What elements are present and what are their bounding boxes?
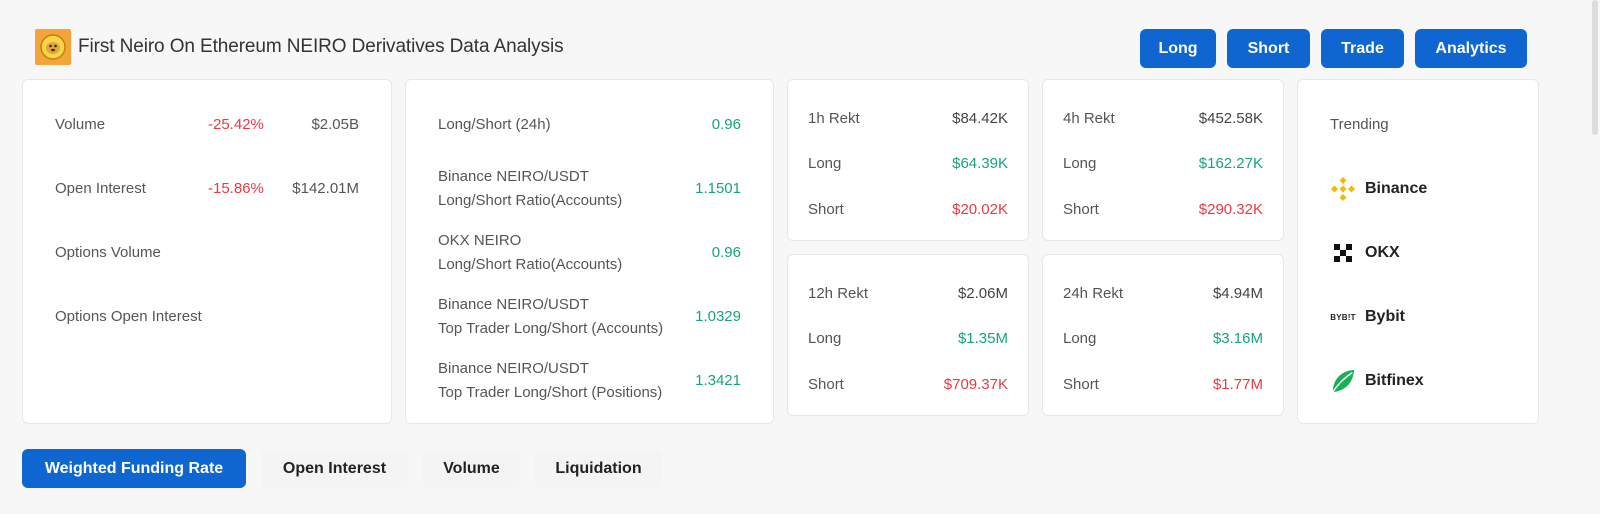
rekt-1h-total-row: 1h Rekt $84.42K [808,110,1008,127]
ratio-sub-binance-top-accounts: Top Trader Long/Short (Accounts) [438,320,664,337]
volume-change: -25.42% [208,116,264,133]
volume-row: Volume [55,116,105,133]
ratio-value-24h: 0.96 [711,116,741,133]
rekt-1h-short-label: Short [808,201,844,218]
options-open-interest-row: Options Open Interest [55,308,202,325]
binance-icon [1330,176,1356,202]
rekt-1h-short-row: Short $20.02K [808,201,1008,218]
rekt-24h-short-label: Short [1063,376,1099,393]
options-volume-label: Options Volume [55,244,161,261]
trending-exchange-binance[interactable]: Binance [1330,176,1427,202]
trending-exchange-name: Binance [1365,180,1428,197]
rekt-4h-short-row: Short $290.32K [1063,201,1263,218]
open-interest-row: Open Interest [55,180,146,197]
ratio-sub-okx: Long/Short Ratio(Accounts) [438,256,623,273]
open-interest-label: Open Interest [55,180,146,197]
page-title: First Neiro On Ethereum NEIRO Derivative… [78,36,564,57]
rekt-24h-long-row: Long $3.16M [1063,330,1263,347]
rekt-4h-short-value: $290.32K [1198,201,1263,218]
ratio-value-binance-top-accounts: 1.0329 [695,308,741,325]
rekt-12h-title: 12h Rekt [808,285,869,302]
rekt-12h-total-row: 12h Rekt $2.06M [808,285,1008,302]
rekt-card-24h: 24h Rekt $4.94M Long $3.16M Short $1.77M [1042,254,1284,416]
ratio-label-okx: OKX NEIRO [438,232,522,249]
ratio-label-binance-top-positions: Binance NEIRO/USDT [438,360,589,377]
long-short-ratio-card: Long/Short (24h) 0.96 Binance NEIRO/USDT… [405,79,774,424]
rekt-24h-short-row: Short $1.77M [1063,376,1263,393]
rekt-card-1h: 1h Rekt $84.42K Long $64.39K Short $20.0… [787,79,1029,241]
options-volume-row: Options Volume [55,244,161,261]
options-open-interest-label: Options Open Interest [55,308,202,325]
trending-exchange-okx[interactable]: OKX [1330,240,1400,266]
rekt-4h-short-label: Short [1063,201,1099,218]
analytics-button[interactable]: Analytics [1415,29,1527,68]
short-button[interactable]: Short [1227,29,1310,68]
ratio-value-binance-top-positions: 1.3421 [695,372,741,389]
rekt-12h-short-row: Short $709.37K [808,376,1008,393]
tab-liquidation[interactable]: Liquidation [535,449,662,488]
ratio-sub-binance-accounts: Long/Short Ratio(Accounts) [438,192,623,209]
rekt-4h-long-label: Long [1063,155,1097,172]
trending-card: Trending Binance [1297,79,1539,424]
rekt-24h-title: 24h Rekt [1063,285,1124,302]
rekt-1h-title: 1h Rekt [808,110,860,127]
trending-label: Trending [1330,116,1389,133]
chart-tabs: Weighted Funding Rate Open Interest Volu… [22,449,677,488]
rekt-1h-total: $84.42K [952,110,1008,127]
long-button[interactable]: Long [1140,29,1216,68]
overview-card: Volume -25.42% $2.05B Open Interest -15.… [22,79,392,424]
trending-exchange-name: Bitfinex [1365,372,1424,389]
rekt-4h-total: $452.58K [1198,110,1263,127]
rekt-1h-long-row: Long $64.39K [808,155,1008,172]
rekt-24h-total-row: 24h Rekt $4.94M [1063,285,1263,302]
tab-weighted-funding-rate[interactable]: Weighted Funding Rate [22,449,246,488]
rekt-card-4h: 4h Rekt $452.58K Long $162.27K Short $29… [1042,79,1284,241]
neiro-logo-icon [35,29,71,65]
tab-volume[interactable]: Volume [423,449,520,488]
open-interest-change: -15.86% [208,180,264,197]
ratio-sub-binance-top-positions: Top Trader Long/Short (Positions) [438,384,663,401]
rekt-1h-long-value: $64.39K [952,155,1008,172]
rekt-12h-short-value: $709.37K [943,376,1008,393]
bitfinex-icon [1330,368,1356,394]
rekt-4h-long-value: $162.27K [1198,155,1263,172]
rekt-24h-long-label: Long [1063,330,1097,347]
ratio-value-binance-accounts: 1.1501 [695,180,741,197]
rekt-card-12h: 12h Rekt $2.06M Long $1.35M Short $709.3… [787,254,1029,416]
rekt-1h-short-value: $20.02K [952,201,1008,218]
trending-exchange-name: OKX [1365,244,1400,261]
volume-value: $2.05B [311,116,359,133]
ratio-label-24h: Long/Short (24h) [438,116,551,133]
rekt-12h-long-row: Long $1.35M [808,330,1008,347]
trending-exchange-name: Bybit [1365,308,1405,325]
tab-open-interest[interactable]: Open Interest [261,449,408,488]
rekt-12h-long-label: Long [808,330,842,347]
ratio-label-binance-accounts: Binance NEIRO/USDT [438,168,589,185]
rekt-12h-long-value: $1.35M [957,330,1008,347]
rekt-4h-total-row: 4h Rekt $452.58K [1063,110,1263,127]
trending-exchange-bitfinex[interactable]: Bitfinex [1330,368,1424,394]
rekt-12h-total: $2.06M [957,285,1008,302]
open-interest-value: $142.01M [292,180,359,197]
trending-exchange-bybit[interactable]: BYB!T Bybit [1330,304,1405,330]
top-action-bar: Long Short Trade Analytics [1140,29,1538,68]
rekt-4h-title: 4h Rekt [1063,110,1115,127]
ratio-value-okx: 0.96 [711,244,741,261]
trade-button[interactable]: Trade [1321,29,1404,68]
rekt-1h-long-label: Long [808,155,842,172]
page-header: First Neiro On Ethereum NEIRO Derivative… [35,29,564,65]
rekt-12h-short-label: Short [808,376,844,393]
rekt-24h-long-value: $3.16M [1212,330,1263,347]
okx-icon [1330,240,1356,266]
ratio-label-binance-top-accounts: Binance NEIRO/USDT [438,296,589,313]
rekt-24h-total: $4.94M [1212,285,1263,302]
bybit-icon: BYB!T [1330,312,1356,322]
rekt-24h-short-value: $1.77M [1212,376,1263,393]
page-scrollbar[interactable] [1592,0,1598,135]
volume-label: Volume [55,116,106,133]
rekt-4h-long-row: Long $162.27K [1063,155,1263,172]
